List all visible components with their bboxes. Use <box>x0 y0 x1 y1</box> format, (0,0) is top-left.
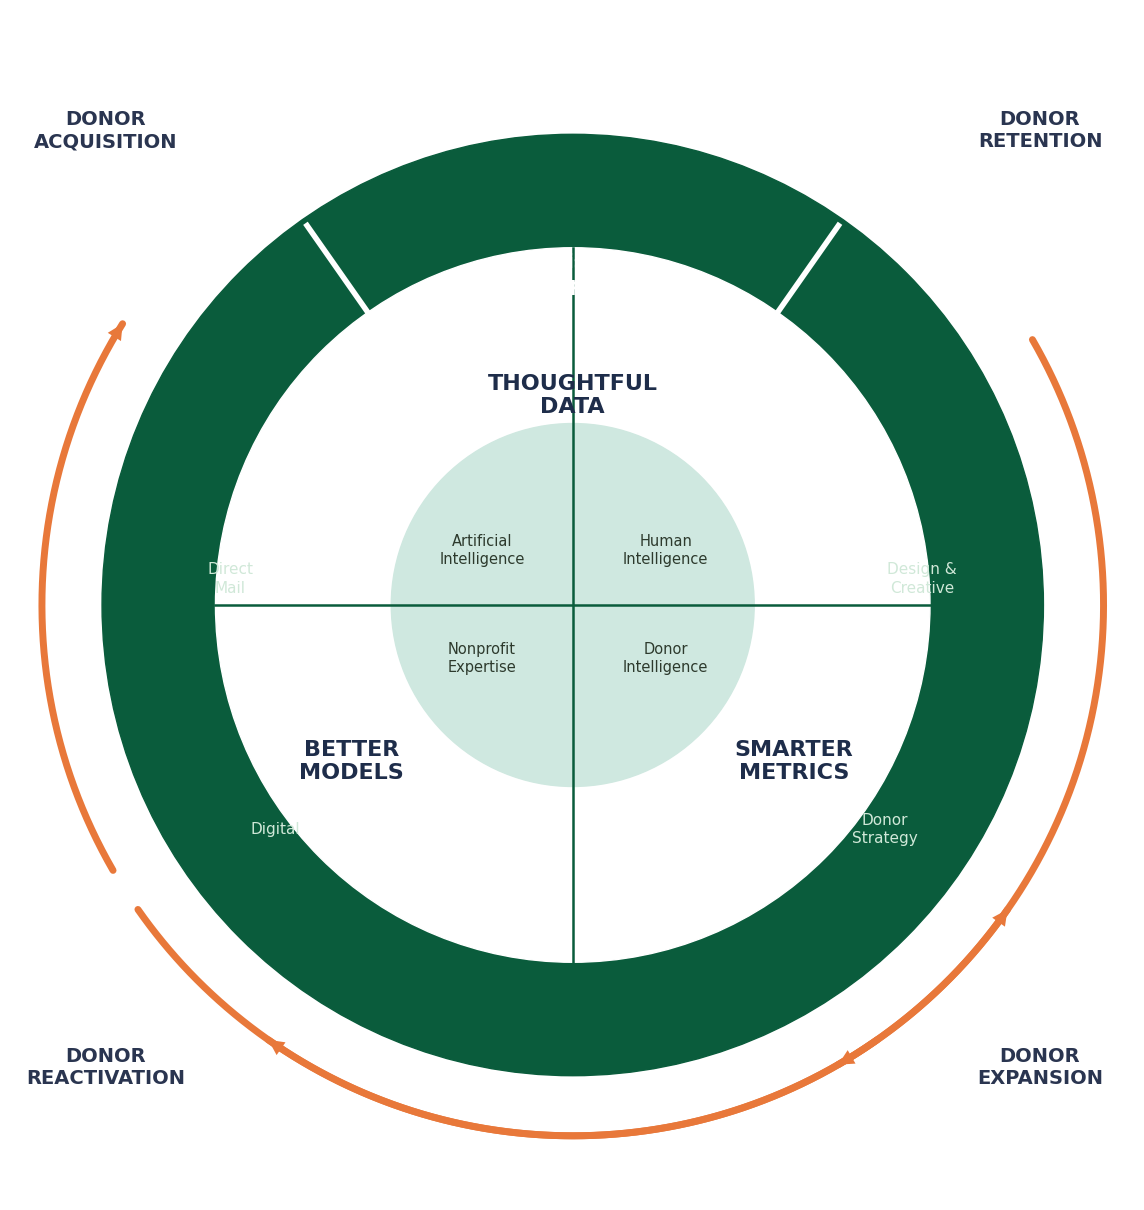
Text: Nonprofit
Expertise: Nonprofit Expertise <box>447 641 516 675</box>
Text: DONOR
RETENTION: DONOR RETENTION <box>978 110 1103 151</box>
Text: DONOR
ACQUISITION: DONOR ACQUISITION <box>33 110 177 151</box>
Text: Decision
Support: Decision Support <box>526 253 619 295</box>
Text: THOUGHTFUL
DATA: THOUGHTFUL DATA <box>487 374 658 416</box>
Text: DONOR
EXPANSION: DONOR EXPANSION <box>977 1047 1103 1088</box>
Text: Direct
Mail: Direct Mail <box>207 563 253 595</box>
Text: Donor
Strategy: Donor Strategy <box>852 813 917 846</box>
Text: Human
Intelligence: Human Intelligence <box>623 534 708 567</box>
Text: Donor
Intelligence: Donor Intelligence <box>623 641 708 675</box>
Circle shape <box>391 424 754 786</box>
Circle shape <box>215 248 930 962</box>
Text: Digital: Digital <box>251 822 301 837</box>
Text: SMARTER
METRICS: SMARTER METRICS <box>734 741 853 783</box>
Text: DONOR
REACTIVATION: DONOR REACTIVATION <box>26 1047 185 1088</box>
Circle shape <box>102 134 1043 1076</box>
Text: BETTER
MODELS: BETTER MODELS <box>300 741 404 783</box>
Text: Design &
Creative: Design & Creative <box>888 563 956 595</box>
Text: Artificial
Intelligence: Artificial Intelligence <box>439 534 525 567</box>
